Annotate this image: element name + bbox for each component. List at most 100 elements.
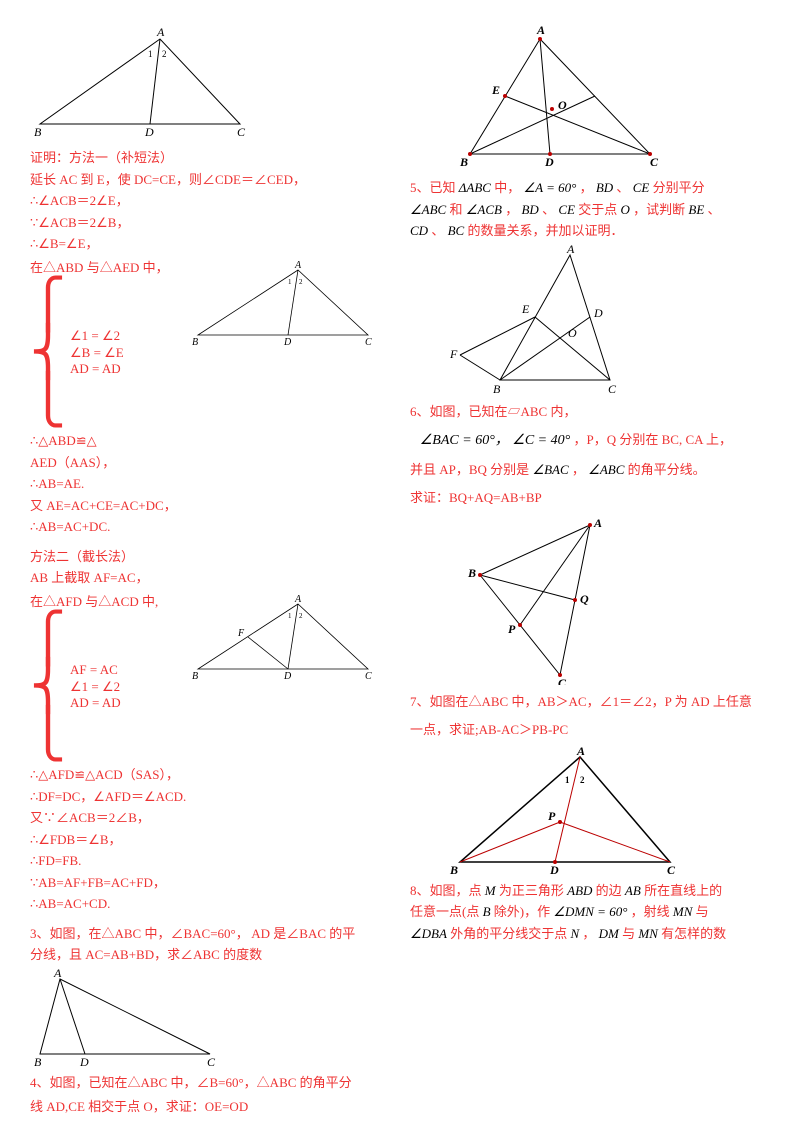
- proof2-l4: ∴DF=DC，∠AFD＝∠ACD.: [30, 787, 390, 807]
- label-D: D: [593, 306, 603, 320]
- label-1: 1: [288, 612, 292, 620]
- label-D: D: [79, 1055, 89, 1069]
- label-D: D: [549, 863, 559, 877]
- figure-2: A B C D 1 2: [188, 260, 378, 350]
- proof1-title: 证明：方法一（补短法）: [30, 148, 390, 168]
- label-P: P: [548, 809, 556, 823]
- proof2-l2: 在△AFD 与△ACD 中,: [30, 592, 180, 612]
- q7-a: 7、如图在△ABC 中，AB＞AC，∠1＝∠2，P 为 AD 上任意: [410, 689, 770, 715]
- eq2-a: AF = AC: [70, 662, 121, 679]
- proof2-l7: ∴FD=FB.: [30, 851, 390, 871]
- label-2: 2: [299, 612, 303, 620]
- q3-b: 分线，且 AC=AB+BD，求∠ABC 的度数: [30, 945, 390, 965]
- figure-4: A B C D: [30, 969, 390, 1069]
- proof1-l10: ∴AB=AC+DC.: [30, 517, 390, 537]
- label-B: B: [449, 863, 458, 877]
- label-A: A: [53, 969, 62, 980]
- q5-line1: 5、已知 ΔABC 中， ∠A = 60° ， BD 、 CE 分别平分: [410, 178, 770, 198]
- label-A: A: [294, 594, 302, 605]
- label-2: 2: [299, 278, 303, 286]
- label-C: C: [237, 125, 246, 139]
- eq2-c: AD = AD: [70, 695, 121, 712]
- label-B: B: [34, 1055, 42, 1069]
- proof2-l1: AB 上截取 AF=AC，: [30, 568, 390, 588]
- right-column: A B C D E O 5、已知 ΔABC 中， ∠A = 60° ， BD 、…: [410, 20, 770, 1122]
- label-B: B: [192, 337, 198, 348]
- q3-a: 3、如图，在△ABC 中，∠BAC=60°， AD 是∠BAC 的平: [30, 924, 390, 944]
- label-2b: 2: [580, 775, 585, 785]
- label-2: 2: [162, 49, 167, 59]
- proof1-l5: 在△ABD 与△AED 中，: [30, 258, 180, 278]
- label-A: A: [294, 260, 302, 271]
- label-C: C: [207, 1055, 216, 1069]
- eq1-c: AD = AD: [70, 361, 124, 378]
- q6-i: 求证：BQ+AQ=AB+BP: [410, 485, 770, 511]
- label-F: F: [237, 628, 245, 639]
- proof2-l8: ∵AB=AF+FB=AC+FD，: [30, 873, 390, 893]
- proof2-l6: ∴∠FDB＝∠B，: [30, 830, 390, 850]
- label-1b: 1: [565, 775, 570, 785]
- label-C: C: [667, 863, 676, 877]
- q4-b: 线 AD,CE 相交于点 O，求证：OE=OD: [30, 1094, 390, 1120]
- label-B: B: [34, 125, 42, 139]
- label-A: A: [593, 516, 602, 530]
- label-O: O: [568, 326, 577, 340]
- label-D: D: [544, 155, 554, 169]
- equation-group-1: ⎧⎨⎩ ∠1 = ∠2 ∠B = ∠E AD = AD: [30, 281, 180, 425]
- label-B: B: [459, 155, 468, 169]
- label-1: 1: [148, 49, 153, 59]
- q6-line3: 并且 AP，BQ 分别是 ∠BAC ， ∠ABC 的角平分线。: [410, 457, 770, 483]
- q8-line2: 任意一点(点 B 除外)，作 ∠DMN = 60° ，射线 MN 与: [410, 902, 770, 922]
- figure-7: A B C Q P: [460, 515, 770, 685]
- label-C: C: [650, 155, 659, 169]
- eq1-a: ∠1 = ∠2: [70, 328, 124, 345]
- proof2-l3: ∴△AFD≌△ACD（SAS），: [30, 765, 390, 785]
- label-B: B: [467, 566, 476, 580]
- eq1-b: ∠B = ∠E: [70, 345, 124, 362]
- label-1: 1: [288, 278, 292, 286]
- proof1-l7: AED（AAS），: [30, 453, 390, 473]
- proof2-l5: 又∵∠ACB＝2∠B，: [30, 808, 390, 828]
- label-D: D: [283, 337, 292, 348]
- left-column: A B C D 1 2 证明：方法一（补短法） 延长 AC 到 E，使 DC=C…: [30, 20, 390, 1122]
- equation-group-2: ⎧⎨⎩ AF = AC ∠1 = ∠2 AD = AD: [30, 615, 180, 759]
- q4-a: 4、如图，已知在△ABC 中，∠B=60°，△ABC 的角平分: [30, 1073, 390, 1093]
- label-F: F: [450, 347, 458, 361]
- proof2-title: 方法二（截长法）: [30, 547, 390, 567]
- q5-line2: ∠ABC 和 ∠ACB ， BD 、 CE 交于点 O ，试判断 BE 、: [410, 200, 770, 220]
- figure-8: A B C D P 1 2 1 2: [440, 747, 770, 877]
- label-A: A: [156, 25, 165, 39]
- label-A: A: [536, 24, 545, 37]
- proof1-l3: ∵∠ACB＝2∠B，: [30, 213, 390, 233]
- label-C: C: [558, 676, 567, 685]
- proof1-l9: 又 AE=AC+CE=AC+DC，: [30, 496, 390, 516]
- label-B: B: [493, 382, 501, 395]
- label-A: A: [576, 747, 585, 758]
- label-A: A: [566, 245, 575, 256]
- figure-6: A B C D E F O: [450, 245, 770, 395]
- label-D: D: [283, 671, 292, 682]
- proof1-l4: ∴∠B=∠E，: [30, 234, 390, 254]
- label-B: B: [192, 671, 198, 682]
- figure-5: A B C D E O: [440, 24, 770, 174]
- label-D: D: [144, 125, 154, 139]
- proof1-l8: ∴AB=AE.: [30, 474, 390, 494]
- label-P: P: [508, 622, 516, 636]
- q6-a: 6、如图，已知在▱ABC 内，: [410, 399, 770, 425]
- label-C: C: [608, 382, 617, 395]
- q5-line3: CD 、 BC 的数量关系，并加以证明．: [410, 221, 770, 241]
- proof1-l6: ∴△ABD≌△: [30, 431, 390, 451]
- eq2-b: ∠1 = ∠2: [70, 679, 121, 696]
- proof2-l9: ∴AB=AC+CD.: [30, 894, 390, 914]
- figure-3: A B C D F 1 2: [188, 594, 378, 684]
- proof1-l1: 延长 AC 到 E，使 DC=CE，则∠CDE＝∠CED，: [30, 170, 390, 190]
- label-O: O: [558, 98, 567, 112]
- q8-line3: ∠DBA 外角的平分线交于点 N ， DM 与 MN 有怎样的数: [410, 924, 770, 944]
- brace-icon: ⎧⎨⎩: [30, 281, 66, 425]
- q8-line1: 8、如图，点 M 为正三角形 ABD 的边 AB 所在直线上的: [410, 881, 770, 901]
- label-E: E: [521, 302, 530, 316]
- q6-line2: ∠BAC = 60°， ∠C = 40° ，P，Q 分别在 BC, CA 上，: [410, 427, 770, 455]
- label-Q: Q: [580, 592, 589, 606]
- label-C: C: [365, 671, 372, 682]
- label-E: E: [491, 83, 500, 97]
